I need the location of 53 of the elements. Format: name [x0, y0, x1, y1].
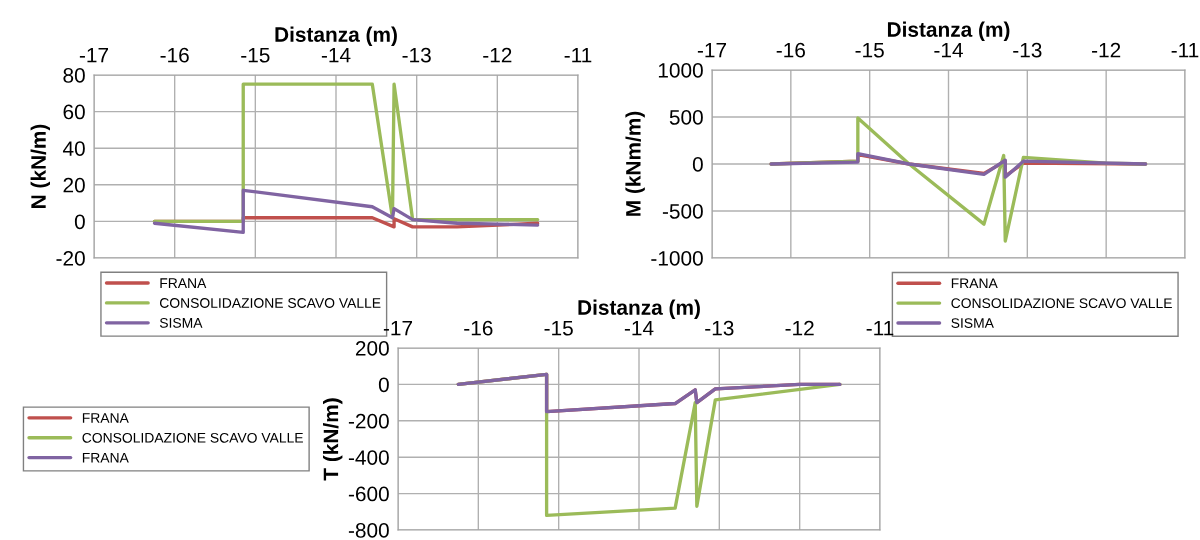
y-tick-label: 1000 [658, 63, 703, 78]
x-axis-title: Distanza (m) [887, 21, 1010, 42]
y-tick-label: -400 [348, 450, 389, 465]
legend-label: SISMA [951, 318, 994, 328]
legend-label: FRANA [82, 413, 129, 423]
x-axis-title: Distanza (m) [275, 26, 397, 47]
y-tick-label: 60 [63, 104, 85, 120]
x-tick-label: -16 [160, 47, 189, 63]
y-tick-label: -500 [662, 204, 703, 219]
x-tick-label: -17 [383, 321, 413, 336]
x-tick-label: -15 [241, 48, 270, 63]
x-tick-label: -13 [402, 47, 431, 63]
x-tick-label: -16 [464, 320, 493, 336]
y-tick-label: -600 [348, 486, 389, 502]
x-tick-label: -17 [79, 48, 109, 63]
y-tick-label: 0 [74, 214, 85, 230]
y-axis-title: N (kN/m) [30, 124, 50, 208]
legend-label: CONSOLIDAZIONE SCAVO VALLE [159, 298, 381, 308]
x-tick-label: -13 [1013, 42, 1042, 58]
y-tick-label: 0 [692, 157, 703, 172]
y-tick-label: 0 [378, 377, 389, 393]
y-tick-label: -1000 [651, 251, 703, 266]
y-tick-label: 40 [62, 141, 85, 156]
x-tick-label: -17 [697, 43, 727, 58]
x-tick-label: -14 [934, 43, 963, 58]
y-tick-label: 500 [669, 110, 703, 125]
x-tick-label: -12 [785, 320, 814, 336]
x-tick-label: -13 [705, 320, 734, 336]
y-tick-label: 20 [63, 177, 85, 193]
x-tick-label: -15 [855, 43, 884, 58]
legend-label: FRANA [82, 452, 129, 463]
y-axis-title: T (kN/m) [323, 398, 343, 481]
x-tick-label: -11 [564, 48, 592, 63]
x-tick-label: -14 [321, 48, 351, 63]
y-tick-label: 200 [355, 341, 389, 356]
y-axis-title: M (kNm/m) [625, 111, 645, 216]
x-tick-label: -11 [866, 321, 894, 336]
y-tick-label: -200 [348, 413, 389, 429]
y-tick-label: -800 [348, 523, 389, 538]
x-axis-title: Distanza (m) [578, 299, 700, 320]
x-tick-label: -14 [624, 321, 654, 336]
y-tick-label: -20 [56, 251, 85, 266]
legend-label: CONSOLIDAZIONE SCAVO VALLE [951, 298, 1172, 309]
legend-label: FRANA [951, 278, 998, 289]
legend-label: FRANA [160, 278, 207, 288]
x-tick-label: -16 [776, 42, 805, 58]
legend-label: SISMA [159, 317, 203, 328]
x-tick-label: -12 [483, 47, 512, 63]
x-tick-label: -12 [1092, 42, 1121, 58]
legend-label: CONSOLIDAZIONE SCAVO VALLE [82, 432, 303, 443]
x-tick-label: -15 [544, 321, 573, 336]
y-tick-label: 80 [63, 68, 85, 83]
x-tick-label: -11 [1171, 43, 1199, 58]
